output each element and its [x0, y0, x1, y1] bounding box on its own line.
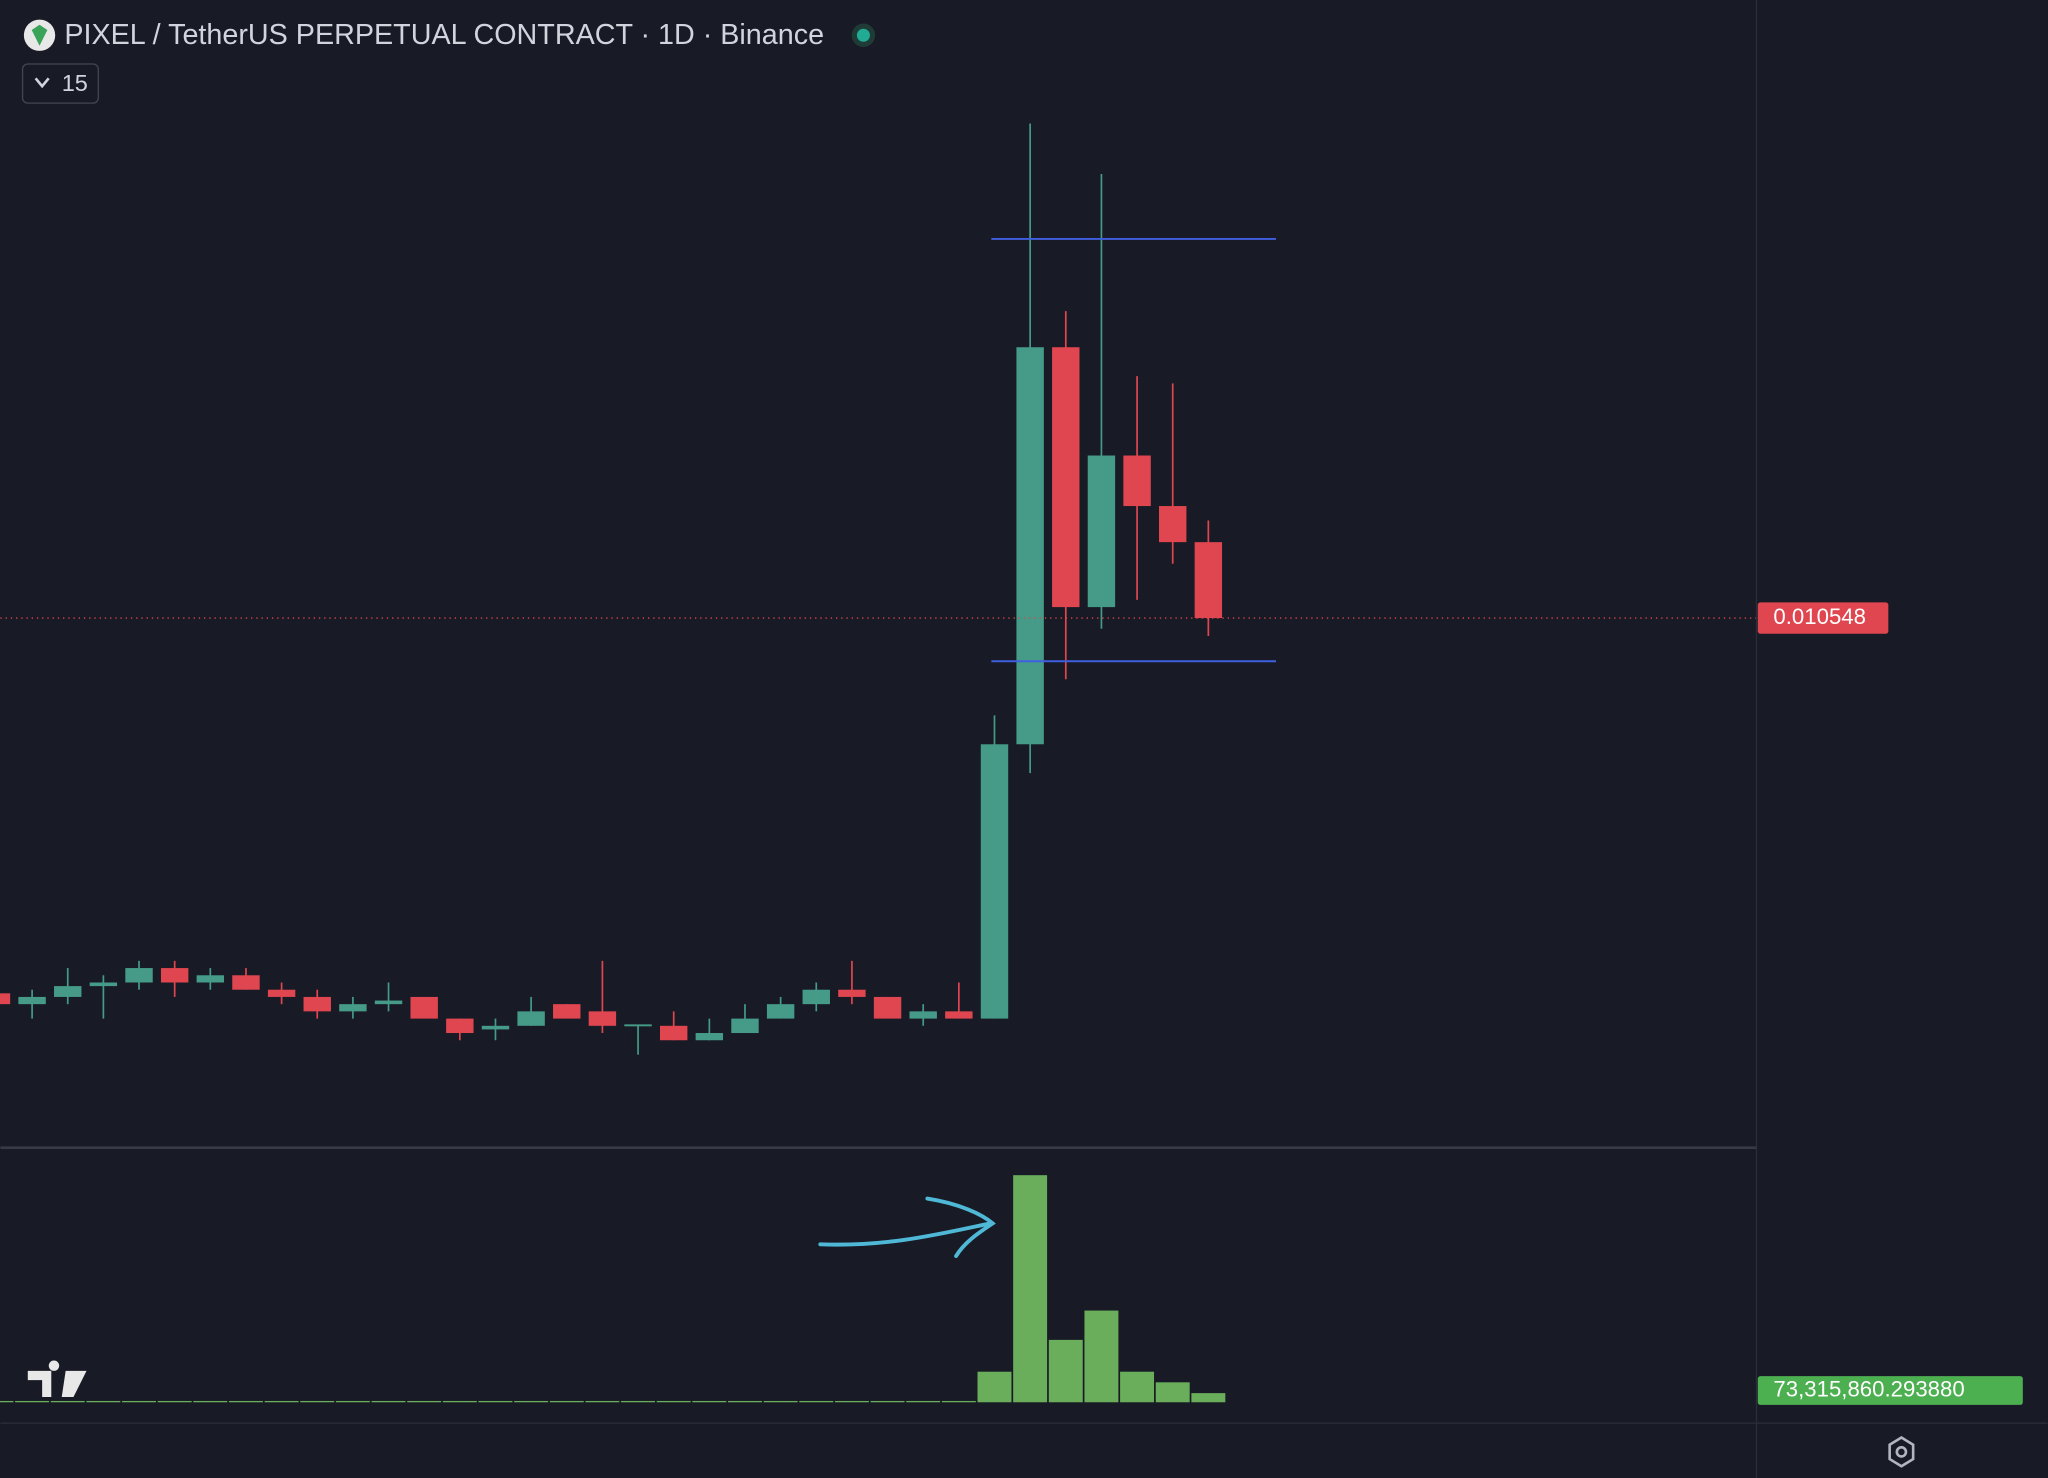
candle-body — [909, 1011, 937, 1019]
volume-bar — [300, 1400, 335, 1403]
candle-body — [1052, 347, 1080, 608]
volume-bar — [371, 1400, 406, 1403]
volume-bar — [407, 1400, 442, 1403]
volume-bar — [692, 1400, 727, 1403]
candle-body — [731, 1018, 759, 1034]
candle-body — [802, 989, 830, 1005]
candle-body — [517, 1011, 545, 1026]
volume-bar — [1084, 1310, 1119, 1403]
chevron-icon[interactable] — [34, 77, 50, 89]
volume-bar — [585, 1400, 620, 1403]
candle-body — [553, 1004, 581, 1019]
volume-bar — [50, 1400, 85, 1403]
candle-body — [303, 996, 331, 1012]
symbol-logo-mark — [31, 24, 48, 46]
candle-body — [873, 996, 902, 1019]
volume-bar — [763, 1400, 798, 1403]
candle-body — [0, 993, 11, 1005]
candle-body — [374, 1000, 403, 1005]
volume-bar — [1191, 1393, 1226, 1403]
indicator-label[interactable]: 15 — [62, 70, 88, 96]
candle-body — [160, 968, 189, 983]
volume-bar — [906, 1400, 941, 1403]
candle-body — [1087, 455, 1116, 608]
volume-bar — [977, 1371, 1012, 1403]
volume-bar — [1048, 1339, 1083, 1403]
candle-body — [1159, 506, 1187, 543]
volume-bar — [1013, 1175, 1048, 1403]
candle-body — [125, 968, 153, 983]
status-indicator-dot — [856, 28, 870, 42]
settings-icon-center[interactable] — [1895, 1446, 1908, 1458]
volume-bar — [478, 1400, 513, 1403]
volume-value-label: 73,315,860.293880 — [1773, 1376, 1964, 1401]
candle-body — [339, 1004, 367, 1012]
volume-bar — [15, 1400, 50, 1403]
candle-body — [410, 996, 438, 1019]
volume-bar — [621, 1400, 656, 1403]
volume-bar — [514, 1400, 549, 1403]
volume-bar — [941, 1400, 976, 1403]
candle-body — [659, 1025, 688, 1041]
candle-body — [18, 996, 46, 1005]
candle-body — [89, 982, 118, 987]
label-layer: 73,315,860.293880 0.010548 — [1757, 602, 2023, 1405]
volume-bar — [193, 1400, 228, 1403]
candle-body — [980, 744, 1009, 1019]
candle-body — [196, 975, 225, 983]
candle-body — [945, 1011, 973, 1019]
hand-drawn-arrow — [818, 1196, 996, 1258]
candle-body — [588, 1011, 617, 1026]
chart-title: PIXEL / TetherUS PERPETUAL CONTRACT · 1D… — [64, 19, 824, 51]
last-price-box — [1757, 602, 1889, 634]
candle-body — [54, 986, 82, 997]
volume-bar — [549, 1400, 584, 1403]
volume-bar — [335, 1400, 370, 1403]
candle-body — [481, 1025, 510, 1030]
volume-bar — [442, 1400, 477, 1403]
candle-body — [232, 975, 260, 990]
indicator-toggle[interactable] — [21, 63, 99, 104]
mark-layer — [0, 123, 1757, 1403]
volume-bar — [799, 1400, 834, 1403]
volume-bar — [1155, 1382, 1190, 1403]
volume-bar — [228, 1400, 263, 1403]
volume-bar — [1120, 1371, 1155, 1403]
candle-body — [838, 989, 866, 997]
volume-bar — [834, 1400, 869, 1403]
settings-icon[interactable] — [1888, 1435, 1915, 1468]
tradingview-logo[interactable] — [27, 1360, 87, 1398]
last-price-label: 0.010548 — [1773, 604, 1866, 629]
volume-bar — [122, 1400, 157, 1403]
volume-bar — [0, 1400, 14, 1403]
candle-body — [766, 1004, 795, 1019]
volume-bar — [870, 1400, 905, 1403]
candle-body — [1123, 455, 1151, 507]
candle-body — [1194, 542, 1223, 619]
candle-body — [624, 1024, 652, 1027]
candle-body — [446, 1018, 474, 1034]
candle-body — [1016, 347, 1044, 745]
volume-bar — [728, 1400, 762, 1403]
volume-bar — [264, 1400, 299, 1403]
candle-body — [695, 1033, 724, 1041]
candle-body — [267, 989, 296, 997]
volume-bar — [86, 1400, 121, 1403]
volume-label-box — [1757, 1376, 2023, 1405]
volume-bar — [656, 1400, 691, 1403]
volume-bar — [157, 1400, 192, 1403]
